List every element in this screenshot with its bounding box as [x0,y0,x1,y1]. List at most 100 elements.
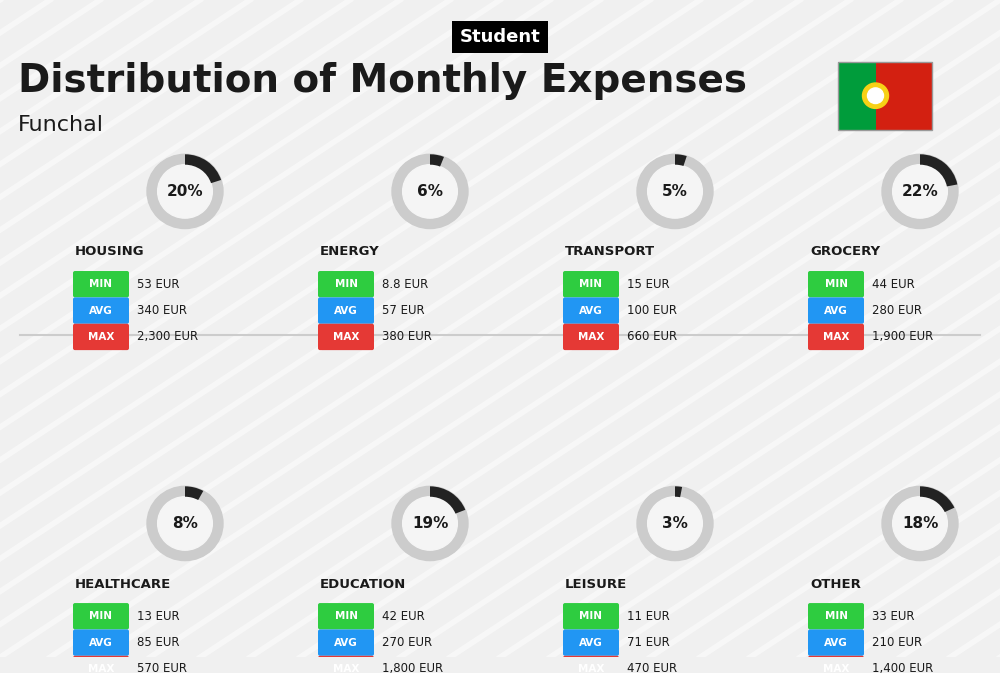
Text: 280 EUR: 280 EUR [872,304,922,317]
FancyBboxPatch shape [318,297,374,324]
FancyBboxPatch shape [808,271,864,297]
Circle shape [637,487,713,561]
Text: AVG: AVG [334,306,358,316]
FancyBboxPatch shape [808,324,864,350]
Circle shape [893,165,947,218]
Text: 270 EUR: 270 EUR [382,636,432,649]
Text: MIN: MIN [580,279,602,289]
Circle shape [147,154,223,229]
Text: 57 EUR: 57 EUR [382,304,425,317]
Text: 380 EUR: 380 EUR [382,330,432,343]
Text: OTHER: OTHER [810,577,861,590]
Text: MIN: MIN [824,279,848,289]
Text: 2,300 EUR: 2,300 EUR [137,330,198,343]
Text: 20%: 20% [167,184,203,199]
Text: AVG: AVG [579,637,603,647]
Text: LEISURE: LEISURE [565,577,627,590]
Text: 1,800 EUR: 1,800 EUR [382,662,443,673]
Text: AVG: AVG [89,306,113,316]
Text: 11 EUR: 11 EUR [627,610,670,623]
FancyBboxPatch shape [318,629,374,656]
Text: 18%: 18% [902,516,938,531]
Text: MAX: MAX [823,332,849,342]
Text: MIN: MIN [580,611,602,621]
Text: 100 EUR: 100 EUR [627,304,677,317]
Text: 1,400 EUR: 1,400 EUR [872,662,933,673]
FancyBboxPatch shape [563,271,619,297]
Text: 44 EUR: 44 EUR [872,278,915,291]
Text: MAX: MAX [578,332,604,342]
Text: 1,900 EUR: 1,900 EUR [872,330,933,343]
Text: 8%: 8% [172,516,198,531]
Text: MIN: MIN [824,611,848,621]
Circle shape [158,497,212,551]
FancyBboxPatch shape [563,297,619,324]
Text: 15 EUR: 15 EUR [627,278,670,291]
FancyBboxPatch shape [808,656,864,673]
Circle shape [392,487,468,561]
Text: Funchal: Funchal [18,115,104,135]
Text: ENERGY: ENERGY [320,246,380,258]
FancyBboxPatch shape [876,61,933,130]
FancyBboxPatch shape [563,629,619,656]
Text: MAX: MAX [333,332,359,342]
Circle shape [158,165,212,218]
Wedge shape [430,154,444,167]
FancyBboxPatch shape [808,297,864,324]
FancyBboxPatch shape [808,603,864,629]
Text: MAX: MAX [333,664,359,673]
Text: 3%: 3% [662,516,688,531]
Text: 42 EUR: 42 EUR [382,610,425,623]
Text: 53 EUR: 53 EUR [137,278,180,291]
Text: MAX: MAX [823,664,849,673]
Text: AVG: AVG [334,637,358,647]
Text: 85 EUR: 85 EUR [137,636,180,649]
FancyBboxPatch shape [318,271,374,297]
FancyBboxPatch shape [73,629,129,656]
Text: 660 EUR: 660 EUR [627,330,677,343]
Text: 5%: 5% [662,184,688,199]
Circle shape [637,154,713,229]
Text: MAX: MAX [578,664,604,673]
Text: 71 EUR: 71 EUR [627,636,670,649]
FancyBboxPatch shape [318,603,374,629]
Text: EDUCATION: EDUCATION [320,577,406,590]
Wedge shape [185,154,221,183]
Text: MAX: MAX [88,664,114,673]
FancyBboxPatch shape [73,656,129,673]
FancyBboxPatch shape [563,603,619,629]
Circle shape [648,497,702,551]
FancyBboxPatch shape [73,297,129,324]
Text: HEALTHCARE: HEALTHCARE [75,577,171,590]
Circle shape [648,165,702,218]
Text: 22%: 22% [902,184,938,199]
Text: 210 EUR: 210 EUR [872,636,922,649]
Circle shape [403,497,457,551]
Circle shape [392,154,468,229]
Text: MIN: MIN [90,611,112,621]
Text: Student: Student [460,28,540,46]
Text: HOUSING: HOUSING [75,246,145,258]
FancyBboxPatch shape [808,629,864,656]
Text: 8.8 EUR: 8.8 EUR [382,278,428,291]
Circle shape [882,487,958,561]
Text: 6%: 6% [417,184,443,199]
Text: 33 EUR: 33 EUR [872,610,914,623]
FancyBboxPatch shape [73,324,129,350]
FancyBboxPatch shape [563,656,619,673]
Text: GROCERY: GROCERY [810,246,880,258]
Circle shape [403,165,457,218]
Text: MIN: MIN [334,279,358,289]
Text: 470 EUR: 470 EUR [627,662,677,673]
FancyBboxPatch shape [318,324,374,350]
Wedge shape [675,154,687,166]
Text: 570 EUR: 570 EUR [137,662,187,673]
Text: AVG: AVG [824,637,848,647]
Circle shape [868,88,884,104]
Circle shape [882,154,958,229]
Wedge shape [430,487,465,513]
Circle shape [862,83,889,108]
Text: TRANSPORT: TRANSPORT [565,246,655,258]
Text: AVG: AVG [824,306,848,316]
Text: AVG: AVG [579,306,603,316]
